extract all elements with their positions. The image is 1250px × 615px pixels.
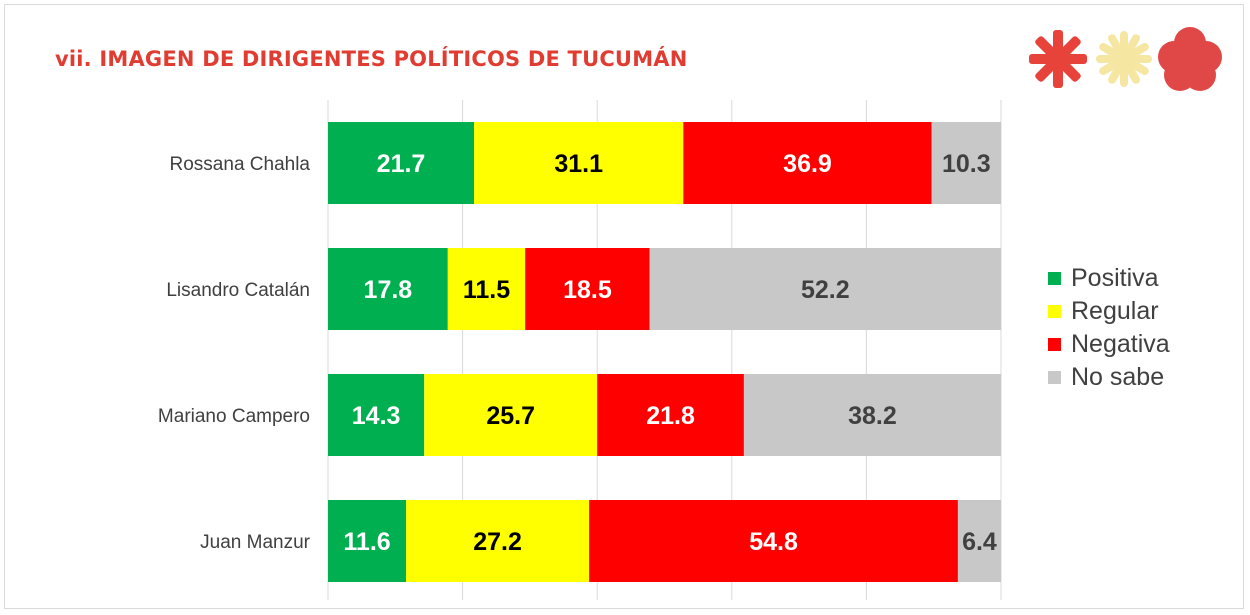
- category-label: Lisandro Catalán: [166, 280, 310, 301]
- category-label: Juan Manzur: [200, 532, 311, 553]
- category-label: Mariano Campero: [158, 406, 310, 427]
- legend-label: Positiva: [1071, 264, 1159, 292]
- data-label: 25.7: [486, 402, 535, 430]
- legend-swatch: [1048, 305, 1061, 318]
- legend-swatch: [1048, 272, 1061, 285]
- legend-swatch: [1048, 338, 1061, 351]
- bar-segment-negativa: [525, 248, 650, 330]
- bar-segment-negativa: [597, 374, 744, 456]
- bar-segment-positiva: [328, 374, 425, 456]
- bar-segment-no-sabe: [957, 500, 1001, 582]
- legend: Positiva Regular Negativa No sabe: [1048, 262, 1170, 394]
- data-label: 31.1: [554, 150, 603, 178]
- bar-segment-no-sabe: [649, 248, 1001, 330]
- red-asterisk-icon: [1029, 30, 1087, 88]
- category-label: Rossana Chahla: [170, 154, 311, 175]
- data-label: 21.8: [646, 402, 695, 430]
- data-label: 27.2: [473, 528, 522, 556]
- bar-segment-regular: [424, 374, 598, 456]
- legend-label: Regular: [1071, 297, 1159, 325]
- legend-item: Negativa: [1048, 328, 1170, 361]
- bar-segment-positiva: [328, 500, 407, 582]
- red-flower-icon: [1158, 27, 1222, 91]
- data-label: 11.6: [343, 528, 390, 556]
- bar-segment-regular: [474, 122, 684, 204]
- brand-logo-icon: [1029, 27, 1222, 91]
- legend-label: No sabe: [1071, 363, 1165, 391]
- data-label: 11.5: [463, 276, 510, 304]
- data-label: 36.9: [783, 150, 832, 178]
- bar-segment-regular: [447, 248, 526, 330]
- bar-segment-negativa: [589, 500, 958, 582]
- bars: 21.7 31.1 36.9 10.3 17.8 11.5 18.5 52.2 14.3 25.7…: [328, 122, 1001, 582]
- bar-segment-positiva: [328, 122, 475, 204]
- chart-title: vii. IMAGEN DE DIRIGENTES POLÍTICOS DE T…: [55, 47, 688, 71]
- data-label: 14.3: [352, 402, 401, 430]
- data-label: 38.2: [848, 402, 897, 430]
- yellow-star-icon: [1096, 31, 1152, 87]
- data-label: 6.4: [962, 528, 997, 556]
- bar-segment-regular: [406, 500, 590, 582]
- category-labels: Rossana Chahla Lisandro Catalán Mariano Ca…: [158, 154, 311, 553]
- data-label: 52.2: [801, 276, 850, 304]
- bar-segment-no-sabe: [931, 122, 1001, 204]
- bar-segment-positiva: [328, 248, 448, 330]
- data-label: 18.5: [563, 276, 612, 304]
- legend-item: Positiva: [1048, 262, 1170, 295]
- legend-swatch: [1048, 371, 1061, 384]
- bar-segment-negativa: [683, 122, 932, 204]
- legend-item: Regular: [1048, 295, 1170, 328]
- data-label: 21.7: [377, 150, 426, 178]
- legend-label: Negativa: [1071, 330, 1170, 358]
- data-label: 10.3: [942, 150, 991, 178]
- data-label: 54.8: [749, 528, 798, 556]
- legend-item: No sabe: [1048, 361, 1170, 394]
- bar-segment-no-sabe: [743, 374, 1001, 456]
- data-label: 17.8: [364, 276, 413, 304]
